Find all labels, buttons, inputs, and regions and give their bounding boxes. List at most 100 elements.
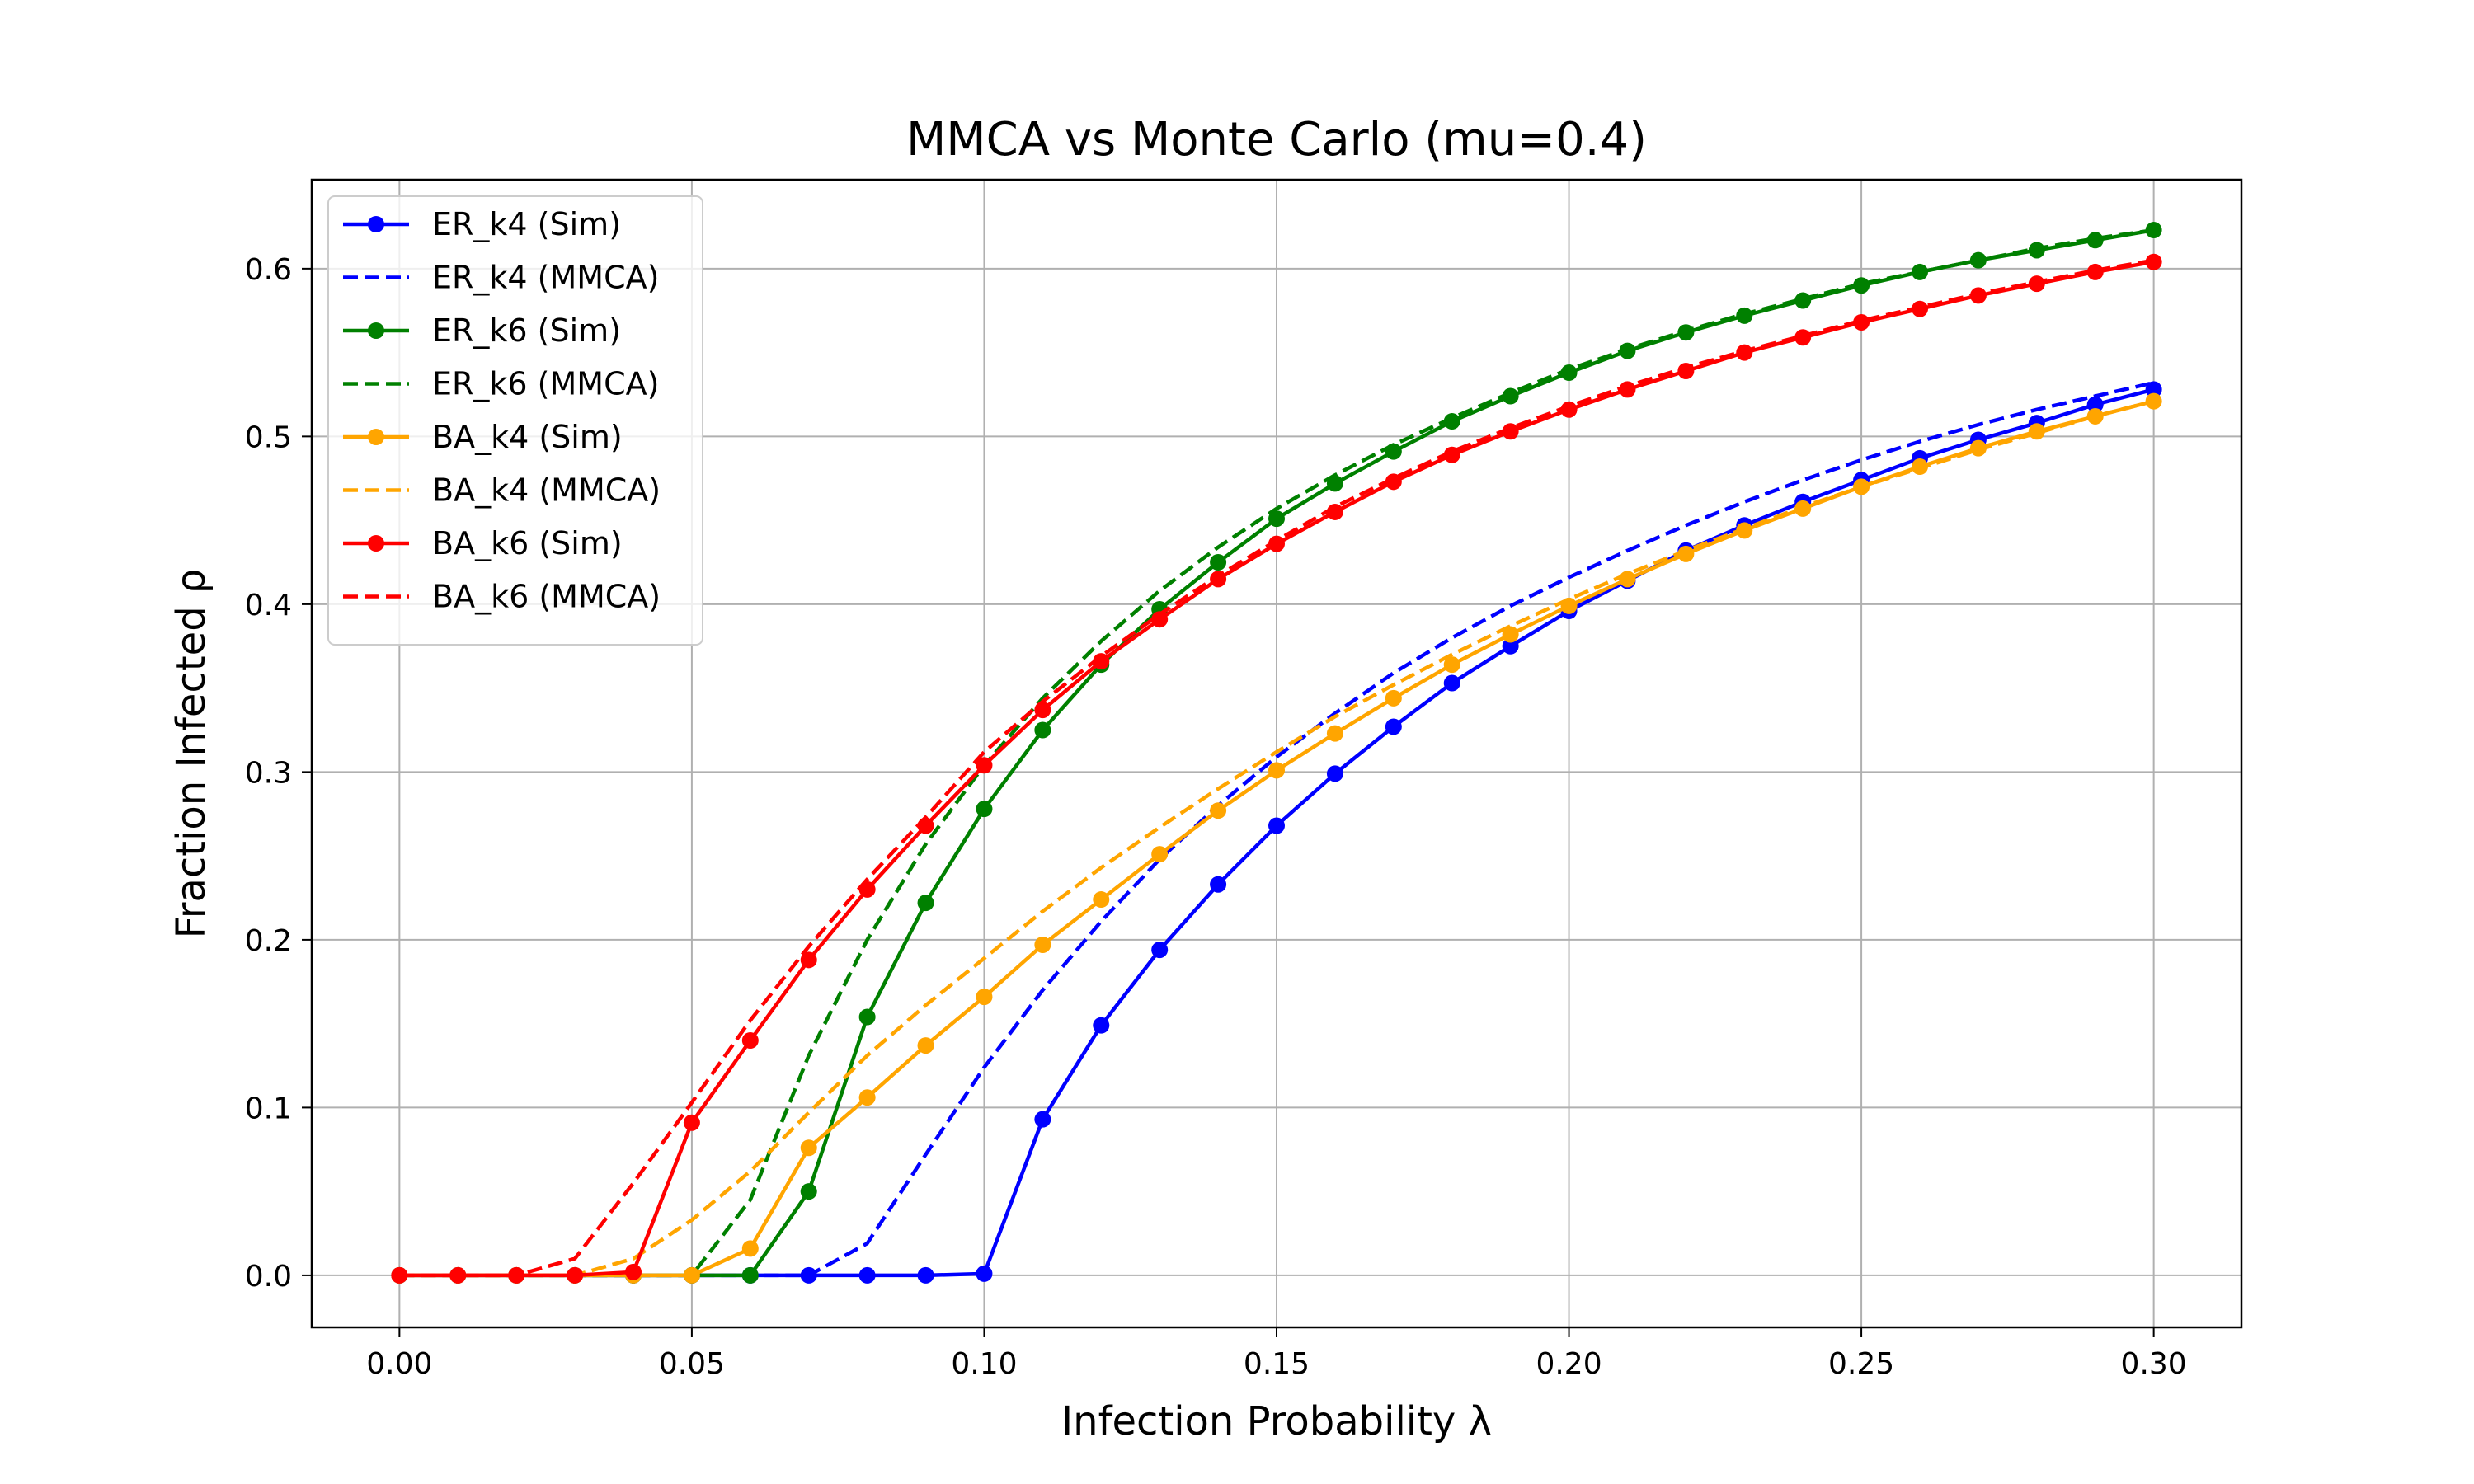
- legend-item: BA_k4 (MMCA): [343, 472, 661, 509]
- data-point: [1151, 942, 1169, 959]
- y-tick-label: 0.2: [245, 924, 292, 958]
- legend-item: ER_k4 (Sim): [343, 206, 621, 242]
- data-point: [976, 1265, 993, 1282]
- data-point: [741, 1032, 759, 1049]
- data-point: [683, 1114, 700, 1131]
- data-point: [1385, 718, 1402, 735]
- data-point: [976, 801, 993, 818]
- y-tick-label: 0.5: [245, 420, 292, 454]
- data-point: [917, 1266, 934, 1284]
- data-point: [567, 1266, 584, 1284]
- chart-title: MMCA vs Monte Carlo (mu=0.4): [906, 113, 1647, 167]
- x-tick-label: 0.10: [951, 1347, 1017, 1381]
- data-point: [1151, 611, 1169, 628]
- y-tick-label: 0.4: [245, 589, 292, 622]
- data-point: [2145, 222, 2162, 239]
- data-point: [800, 951, 817, 969]
- x-tick-label: 0.20: [1536, 1347, 1602, 1381]
- data-point: [1443, 413, 1460, 430]
- data-point: [800, 1139, 817, 1157]
- data-point: [1443, 656, 1460, 674]
- legend-marker: [368, 216, 384, 232]
- series-5: [399, 399, 2155, 1278]
- legend-label: ER_k6 (MMCA): [432, 366, 659, 402]
- data-point: [1502, 423, 1519, 440]
- legend-item: ER_k4 (MMCA): [343, 260, 659, 296]
- data-point: [917, 895, 934, 912]
- legend-marker: [368, 322, 384, 339]
- x-tick-label: 0.00: [366, 1347, 432, 1381]
- data-point: [1034, 1111, 1051, 1128]
- legend-label: ER_k4 (Sim): [432, 206, 621, 242]
- legend-label: BA_k4 (Sim): [432, 419, 623, 455]
- data-point: [1677, 545, 1695, 562]
- data-point: [1210, 876, 1227, 893]
- data-point: [976, 757, 993, 774]
- x-tick-label: 0.15: [1244, 1347, 1310, 1381]
- data-point: [1034, 937, 1051, 953]
- series-6: [391, 253, 2162, 1284]
- data-point: [1034, 721, 1051, 739]
- data-point: [741, 1266, 759, 1284]
- legend-box: [327, 195, 703, 646]
- data-point: [1268, 535, 1285, 552]
- legend-item: BA_k4 (Sim): [343, 419, 623, 455]
- data-point: [2086, 396, 2104, 413]
- data-point: [1502, 637, 1519, 655]
- legend-label: BA_k6 (Sim): [432, 525, 623, 561]
- data-point: [2086, 263, 2104, 280]
- data-point: [858, 1008, 876, 1026]
- data-point: [1502, 626, 1519, 643]
- y-axis-label: Fraction Infected ρ: [168, 569, 214, 939]
- data-point: [1385, 689, 1402, 707]
- data-point: [1093, 891, 1110, 909]
- series-line: [399, 258, 2154, 1278]
- data-point: [1151, 846, 1169, 863]
- data-point: [1093, 1017, 1110, 1034]
- legend-label: ER_k6 (Sim): [432, 312, 621, 349]
- legend-label: BA_k6 (MMCA): [432, 579, 661, 615]
- data-point: [1268, 817, 1285, 834]
- data-point: [1443, 446, 1460, 463]
- legend-item: BA_k6 (MMCA): [343, 579, 661, 615]
- legend-label: BA_k4 (MMCA): [432, 472, 661, 509]
- legend: ER_k4 (Sim) ER_k4 (MMCA) ER_k6 (Sim) ER_k6 …: [327, 195, 703, 646]
- series-7: [399, 258, 2154, 1278]
- data-point: [858, 1089, 876, 1106]
- data-point: [1210, 802, 1227, 819]
- series-line: [399, 399, 2155, 1278]
- data-point: [1443, 674, 1460, 692]
- data-point: [800, 1183, 817, 1200]
- y-tick-label: 0.3: [245, 756, 292, 790]
- data-point: [1560, 401, 1578, 418]
- data-point: [2086, 407, 2104, 425]
- plot-area: [391, 222, 2162, 1284]
- x-tick-label: 0.05: [659, 1347, 725, 1381]
- legend-item: ER_k6 (MMCA): [343, 366, 659, 402]
- x-tick-label: 0.30: [2121, 1347, 2187, 1381]
- data-point: [1268, 762, 1285, 779]
- data-point: [1794, 329, 1812, 346]
- legend-label: ER_k4 (MMCA): [432, 260, 659, 296]
- data-point: [1502, 387, 1519, 405]
- data-point: [917, 1037, 934, 1054]
- data-point: [683, 1266, 700, 1284]
- y-tick-label: 0.6: [245, 253, 292, 287]
- legend-item: BA_k6 (Sim): [343, 525, 623, 561]
- y-tick-label: 0.1: [245, 1092, 292, 1125]
- axis-ticks: 0.00 0.05 0.10 0.15 0.20 0.25 0.30 0.0 0.1 0.2 0.3…: [245, 253, 2187, 1381]
- data-point: [741, 1240, 759, 1257]
- legend-marker: [368, 429, 384, 445]
- legend-item: ER_k6 (Sim): [343, 312, 621, 349]
- data-point: [449, 1266, 467, 1284]
- x-tick-label: 0.25: [1828, 1347, 1894, 1381]
- data-point: [1385, 473, 1402, 491]
- data-point: [1619, 571, 1636, 588]
- x-axis-label: Infection Probability λ: [1061, 1398, 1492, 1444]
- y-tick-label: 0.0: [245, 1260, 292, 1294]
- data-point: [1560, 364, 1578, 382]
- data-point: [2145, 392, 2162, 410]
- legend-marker: [368, 535, 384, 552]
- data-point: [1326, 725, 1343, 742]
